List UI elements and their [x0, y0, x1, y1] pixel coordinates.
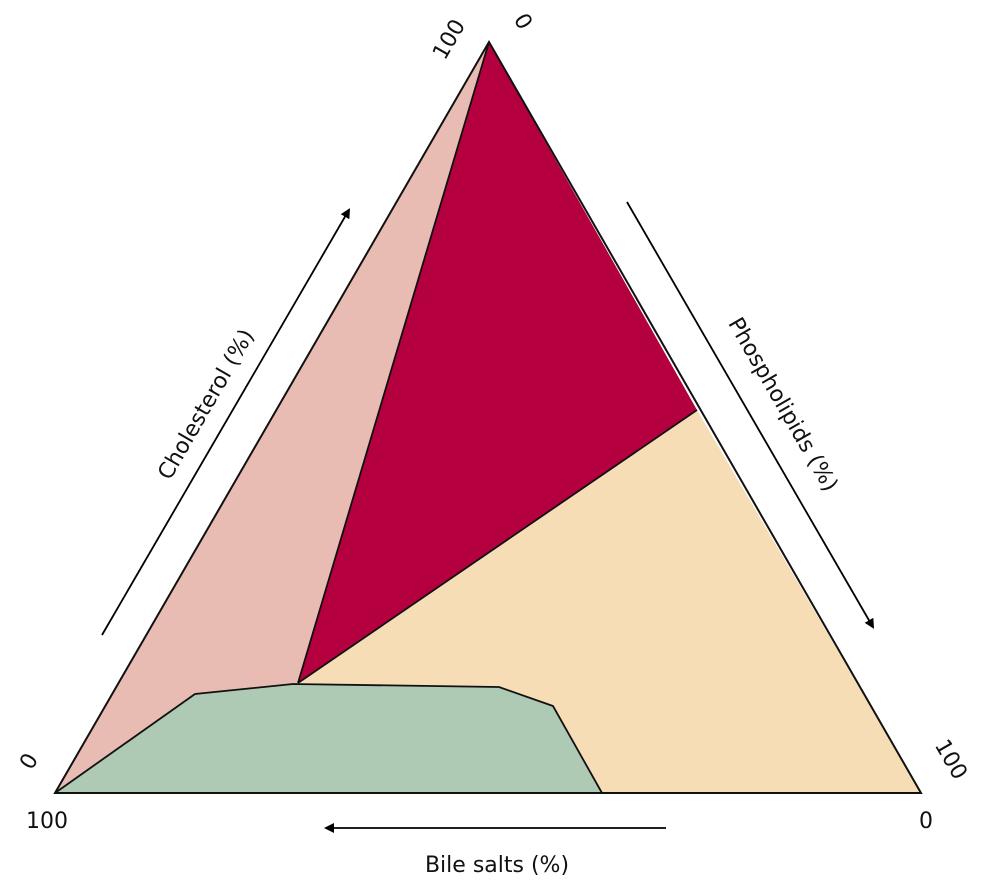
axis-start-label: 0	[919, 809, 933, 834]
axis-title: Cholesterol (%)	[153, 325, 259, 484]
axis-arrows	[101, 201, 875, 833]
region-peach	[298, 410, 921, 793]
axis-end-label: 100	[26, 809, 68, 834]
cholesterol-arrow	[101, 208, 351, 636]
axis-end-label: 100	[929, 735, 972, 784]
axis-start-label: 0	[15, 749, 44, 774]
phospholipids-arrow	[626, 201, 875, 629]
region-green	[55, 684, 602, 793]
axis-end-label: 100	[428, 15, 471, 64]
axis-title: Phospholipids (%)	[723, 314, 843, 496]
region-borders	[53, 39, 923, 794]
axis-start-label: 0	[508, 9, 537, 34]
region-red	[298, 42, 697, 683]
axis-title: Bile salts (%)	[425, 853, 569, 878]
